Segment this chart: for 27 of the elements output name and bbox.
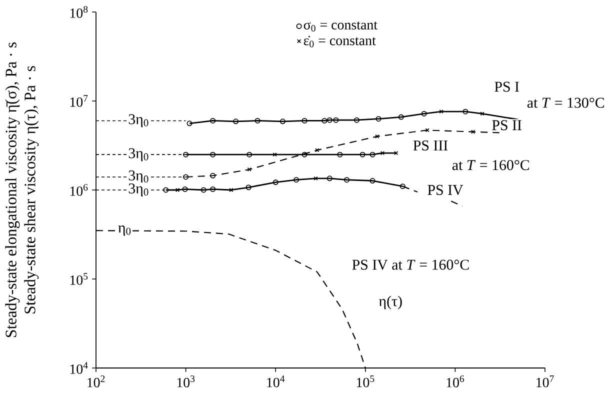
- x-tick-label: 10$^{7}$: [536, 376, 554, 388]
- x-tick-label: 10$^{4}$: [267, 376, 285, 388]
- annotation: η$_{0}$: [118, 225, 131, 236]
- x-tick-label: 10$^{5}$: [356, 376, 374, 388]
- y-tick-label: 10$^{5}$: [70, 273, 88, 285]
- annotation: 3η$_{0}$: [128, 148, 148, 162]
- annotation: PS II: [492, 120, 522, 130]
- annotation: PS III: [413, 140, 448, 151]
- y-tick-label: 10$^{8}$: [70, 6, 88, 18]
- annotation: at T = 130°C: [527, 98, 604, 108]
- annotation: PS IV at T = 160°C: [352, 260, 469, 270]
- x-tick-label: 10$^{2}$: [88, 376, 105, 388]
- annotation: at T = 160°C: [452, 160, 530, 170]
- legend-label: ε̇$_{0}$ = constant: [304, 36, 376, 48]
- annotation: η(τ): [378, 296, 402, 310]
- y-tick-label: 10$^{6}$: [70, 184, 88, 196]
- annotation: 3η$_{0}$: [128, 183, 148, 197]
- annotation: 3η$_{0}$: [128, 114, 148, 128]
- legend-label: σ$_{0}$ = constant: [304, 22, 378, 32]
- annotation: PS I: [494, 82, 519, 92]
- y-tick-label: 10$^{4}$: [70, 362, 88, 374]
- annotation: PS IV: [428, 184, 464, 196]
- x-tick-label: 10$^{3}$: [177, 376, 195, 388]
- x-tick-label: 10$^{6}$: [446, 376, 464, 388]
- y-axis-title: Steady-state elongational viscosity η̄(σ), Pa · s Steady-state shear viscosity η(τ), Pa · s: [5, 42, 39, 338]
- y-tick-label: 10$^{7}$: [70, 95, 88, 107]
- annotation: 3η$_{0}$: [128, 170, 148, 184]
